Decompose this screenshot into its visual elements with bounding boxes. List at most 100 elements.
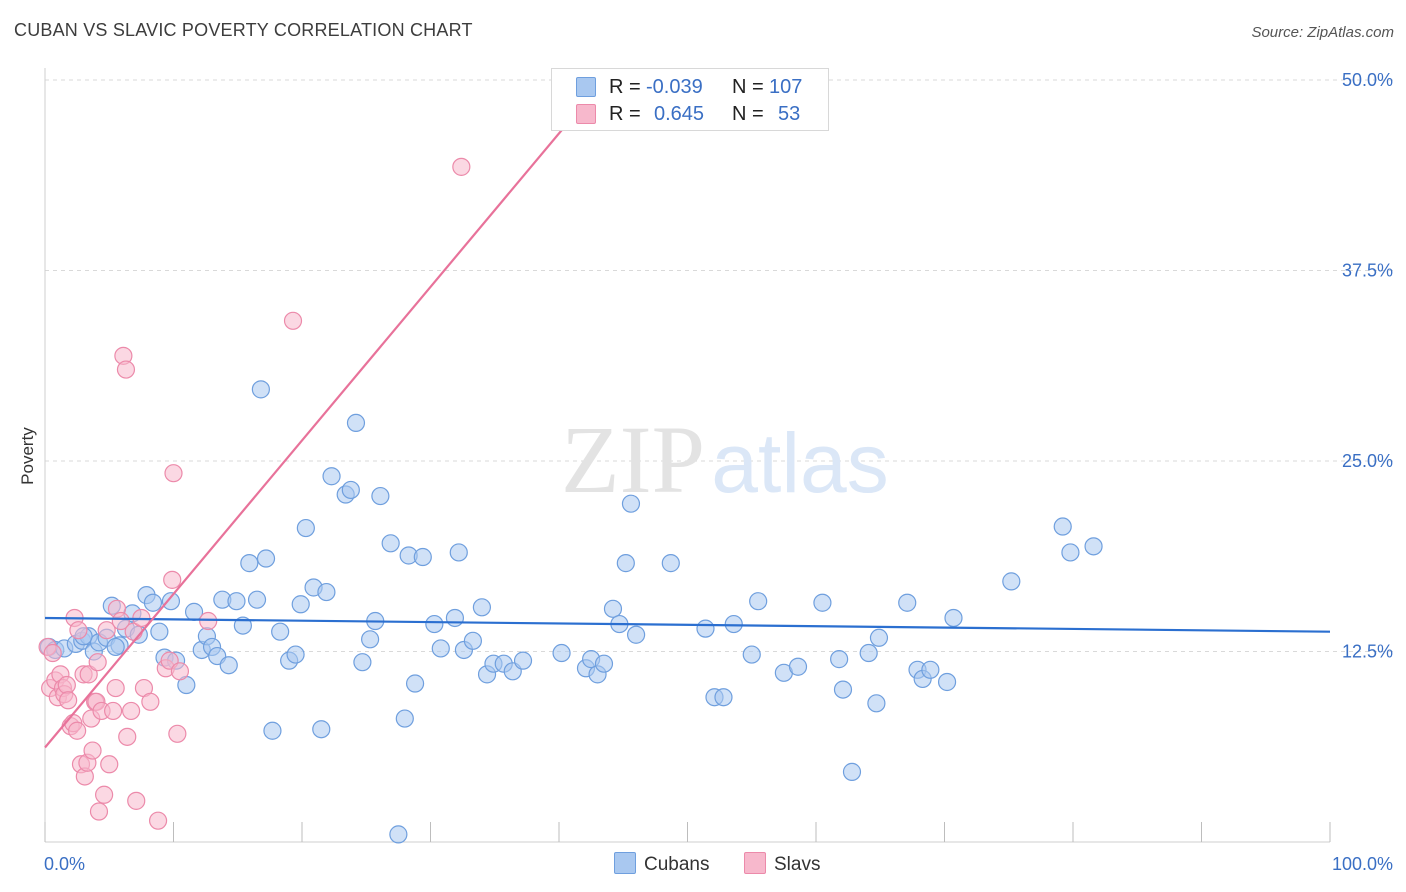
slavic-point xyxy=(141,692,160,711)
cuban-point xyxy=(449,543,468,562)
cuban-point xyxy=(395,709,414,728)
cuban-point xyxy=(859,643,878,663)
legend-item-cubans[interactable]: Cubans xyxy=(614,852,710,876)
legend-r-value: 0.645 xyxy=(654,103,705,125)
cuban-point xyxy=(431,639,450,658)
cuban-point xyxy=(724,614,743,634)
cubans-legend-icon xyxy=(614,852,636,874)
cuban-point xyxy=(749,592,768,611)
slavic-point xyxy=(452,157,471,176)
slavic-point xyxy=(106,678,125,698)
slavic-point xyxy=(68,721,87,740)
trend-lines xyxy=(44,126,1331,749)
legend-n-label: N = xyxy=(732,76,764,98)
cuban-point xyxy=(150,622,169,641)
cuban-point xyxy=(322,467,341,486)
slavic-point xyxy=(118,727,137,746)
cuban-point xyxy=(240,554,259,573)
slavic-point xyxy=(168,724,187,743)
legend-n-label: N = xyxy=(732,103,764,125)
cuban-point xyxy=(381,534,400,553)
cuban-point xyxy=(425,614,444,634)
slavic-point xyxy=(111,611,130,631)
cuban-point xyxy=(898,593,917,612)
y-tick-label: 50.0% xyxy=(1342,70,1393,90)
legend-item-slavs[interactable]: Slavs xyxy=(744,852,820,876)
y-tick-label: 12.5% xyxy=(1342,642,1393,662)
cuban-point xyxy=(696,619,715,638)
chart-title: CUBAN VS SLAVIC POVERTY CORRELATION CHAR… xyxy=(14,20,473,40)
slavic-point xyxy=(88,653,107,672)
legend-n-value: 53 xyxy=(778,103,801,125)
cuban-point xyxy=(463,631,483,650)
y-tick-label: 25.0% xyxy=(1342,451,1393,471)
cuban-point xyxy=(251,380,270,399)
cuban-point xyxy=(263,721,282,740)
cuban-point xyxy=(714,688,733,707)
cuban-point xyxy=(1084,537,1103,556)
slavic-point xyxy=(199,611,218,631)
watermark-atlas: atlas xyxy=(711,416,888,510)
legend-r-value: -0.039 xyxy=(646,76,703,98)
slavs-swatch-icon xyxy=(576,104,596,124)
slavic-point xyxy=(57,675,76,695)
x-tick-label: 100.0% xyxy=(1332,854,1393,874)
cuban-point xyxy=(353,653,372,672)
slavic-point xyxy=(121,701,141,721)
legend-n-value: 107 xyxy=(769,76,803,98)
cuban-point xyxy=(271,622,290,641)
cuban-point xyxy=(286,645,305,664)
correlation-legend: R = -0.039 N = 107 R = 0.645 N = 53 xyxy=(551,68,829,131)
cuban-point xyxy=(371,486,390,506)
cuban-point xyxy=(472,598,491,617)
slavs-trend-line xyxy=(44,126,565,749)
slavic-point xyxy=(89,802,109,821)
cuban-point xyxy=(296,518,315,538)
slavic-point xyxy=(59,691,78,710)
slavic-point xyxy=(163,570,182,589)
slavic-point xyxy=(164,464,183,483)
cuban-point xyxy=(1053,517,1072,536)
slavic-point xyxy=(79,665,98,684)
cuban-point xyxy=(867,694,886,713)
slavic-point xyxy=(104,701,123,721)
cuban-point xyxy=(921,660,940,679)
slavic-point xyxy=(127,791,146,810)
cuban-point xyxy=(842,762,862,781)
slavic-point xyxy=(95,785,114,804)
slavic-point xyxy=(116,360,136,379)
cuban-point xyxy=(233,616,252,635)
cuban-point xyxy=(626,625,646,644)
cuban-point xyxy=(247,590,267,609)
cubans-swatch-icon xyxy=(576,77,596,97)
cuban-point xyxy=(1061,543,1080,562)
cuban-point xyxy=(1002,572,1021,591)
cuban-point xyxy=(405,674,425,693)
slavic-point xyxy=(97,621,116,640)
cuban-point xyxy=(603,599,623,618)
series-legend: Cubans Slavs xyxy=(0,852,1406,876)
cuban-point xyxy=(788,657,808,676)
y-axis-title: Poverty xyxy=(18,427,37,485)
cuban-point xyxy=(291,595,310,614)
cuban-point xyxy=(616,554,635,573)
cuban-point xyxy=(227,592,246,611)
slavic-point xyxy=(43,643,62,663)
cuban-point xyxy=(594,654,614,673)
cuban-point xyxy=(621,494,641,513)
y-tick-label: 37.5% xyxy=(1342,261,1393,281)
cuban-point xyxy=(312,720,331,739)
slavic-point xyxy=(69,621,88,640)
cuban-point xyxy=(143,593,163,612)
cuban-point xyxy=(317,582,336,602)
x-tick-labels: 0.0% 100.0% xyxy=(44,854,1393,874)
cuban-point xyxy=(361,630,380,649)
slavic-point xyxy=(148,811,168,830)
cuban-point xyxy=(830,650,849,669)
cuban-point xyxy=(944,608,963,628)
cuban-point xyxy=(219,656,238,675)
slavic-point xyxy=(83,741,102,760)
cuban-point xyxy=(341,480,360,500)
cuban-point xyxy=(869,628,889,647)
